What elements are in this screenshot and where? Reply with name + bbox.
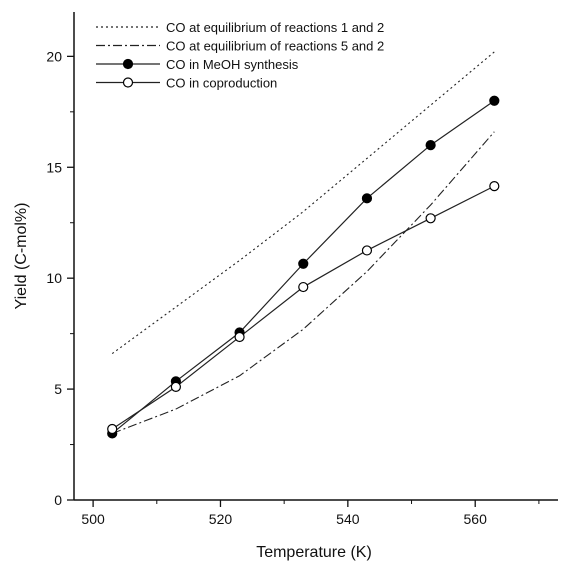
- legend-marker-4: [122, 77, 134, 88]
- legend-label-3: CO in MeOH synthesis: [166, 57, 299, 72]
- series-layer: [111, 51, 495, 434]
- axes-layer: [73, 12, 558, 501]
- data-point-series-3: [425, 139, 436, 151]
- data-point-series-4: [107, 423, 118, 435]
- y-axis-title: Yield (C-mol%): [13, 203, 30, 310]
- legend-label-2: CO at equilibrium of reactions 5 and 2: [166, 39, 384, 54]
- x-tick-label: 540: [336, 511, 360, 527]
- data-point-series-4: [234, 331, 245, 343]
- y-tick-label: 10: [46, 270, 62, 286]
- data-point-series-4: [361, 245, 373, 256]
- x-tick-label: 520: [209, 511, 233, 527]
- legend-label-4: CO in coproduction: [166, 76, 277, 91]
- data-point-series-4: [298, 281, 309, 293]
- series-line-2: [112, 131, 495, 434]
- series-line-1: [111, 51, 495, 355]
- data-point-series-4: [489, 181, 500, 192]
- x-axis-title: Temperature (K): [256, 544, 372, 561]
- ticks-layer: 500 520 540 560 0 5 10 15 20: [46, 48, 540, 527]
- legend-label-1: CO at equilibrium of reactions 1 and 2: [166, 20, 384, 35]
- legend-marker-3: [122, 58, 134, 70]
- data-point-series-4: [170, 381, 181, 392]
- y-tick-label: 15: [46, 159, 62, 175]
- y-tick-label: 20: [46, 48, 62, 64]
- data-point-series-3: [489, 95, 500, 106]
- y-tick-label: 5: [54, 381, 62, 397]
- x-tick-label: 500: [81, 511, 105, 527]
- marker-layer: [107, 95, 500, 439]
- legend: CO at equilibrium of reactions 1 and 2 CO…: [96, 20, 384, 91]
- data-point-series-4: [425, 213, 436, 224]
- series-line-4: [111, 185, 495, 430]
- data-point-series-3: [298, 258, 309, 269]
- x-tick-label: 560: [464, 511, 488, 527]
- data-point-series-3: [361, 193, 373, 204]
- y-tick-label: 0: [54, 492, 62, 508]
